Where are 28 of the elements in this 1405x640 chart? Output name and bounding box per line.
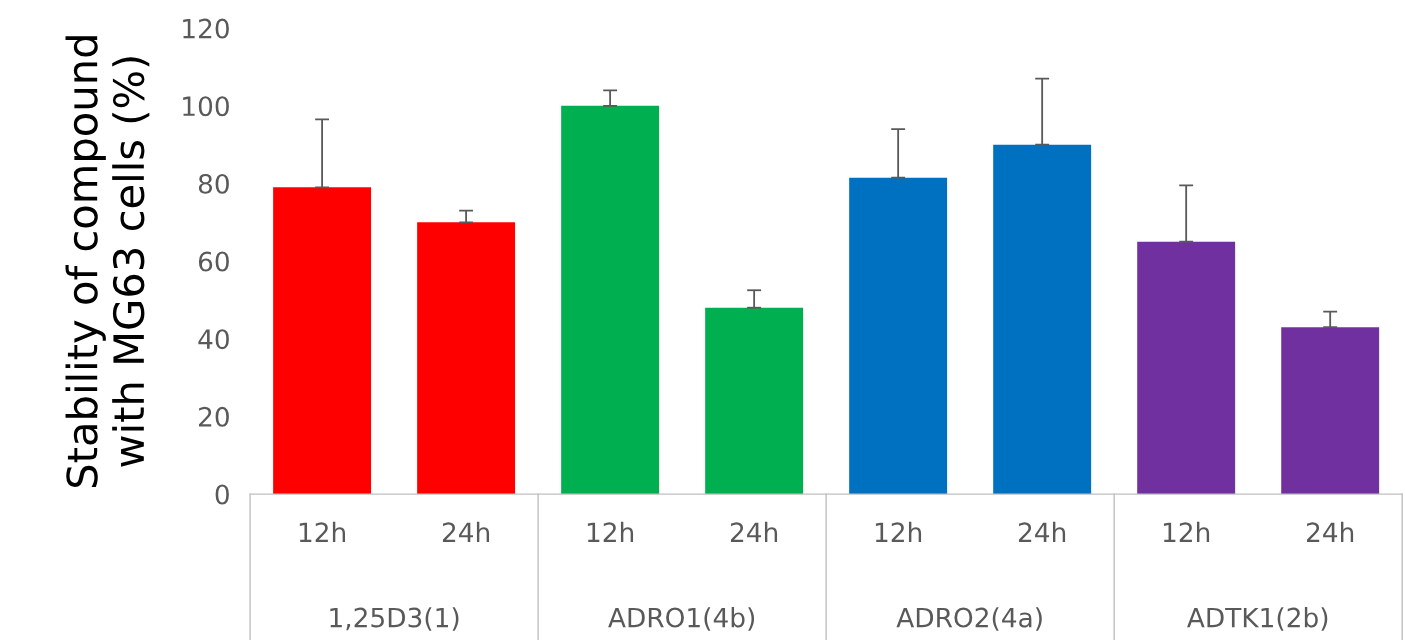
text: 1,25D3(1) (330, 607, 459, 631)
bar (273, 187, 372, 495)
y-tick-label: 40 (198, 329, 229, 350)
bar (1281, 327, 1380, 495)
x-tick-label: 24h (1306, 521, 1354, 542)
y-tick-label: 60 (198, 251, 229, 272)
x-tick-label: 24h (1018, 521, 1066, 542)
bar (993, 144, 1092, 495)
bar (417, 222, 516, 495)
bar (849, 177, 948, 495)
bar (561, 105, 660, 495)
x-tick-label: 12h (587, 521, 634, 542)
text: ADRO2(4a) (896, 607, 1042, 631)
bar (1137, 241, 1236, 495)
text: ADRO1(4b) (608, 607, 755, 631)
bar (705, 307, 804, 495)
y-tick-label: 0 (215, 484, 229, 505)
x-tick-label: 12h (299, 521, 346, 542)
text: ADTK1(2b) (1187, 607, 1328, 631)
y-tick-label: 100 (183, 96, 229, 117)
x-tick-label: 12h (1163, 521, 1210, 542)
x-tick-label: 24h (442, 521, 490, 542)
x-tick-label: 24h (730, 521, 778, 542)
y-axis-title: Stability of compound with MG63 cells (%) (65, 36, 150, 488)
y-tick-label: 120 (183, 18, 229, 39)
x-tick-label: 12h (875, 521, 922, 542)
y-tick-label: 20 (199, 406, 229, 427)
y-tick-label: 80 (198, 173, 229, 194)
